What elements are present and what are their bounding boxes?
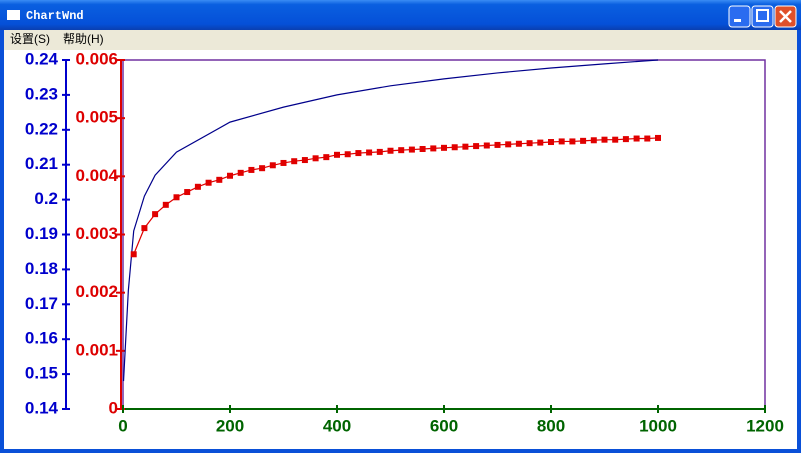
data-point bbox=[558, 138, 565, 145]
data-point bbox=[462, 143, 469, 150]
data-point bbox=[237, 169, 244, 176]
x-tick-label: 1000 bbox=[639, 416, 677, 435]
data-point bbox=[473, 143, 480, 150]
data-point bbox=[601, 136, 608, 143]
data-point bbox=[515, 140, 522, 147]
data-point bbox=[505, 141, 512, 148]
y-tick-label: 0.14 bbox=[25, 398, 59, 417]
data-point bbox=[280, 159, 287, 166]
data-point bbox=[526, 140, 533, 147]
data-point bbox=[312, 155, 319, 162]
data-point bbox=[590, 137, 597, 144]
y-tick-label: 0.21 bbox=[25, 154, 58, 173]
menu-item[interactable]: 设置(S) bbox=[10, 32, 50, 46]
data-point bbox=[398, 147, 405, 154]
y-tick-label: 0.16 bbox=[25, 329, 58, 348]
x-tick-label: 600 bbox=[430, 416, 458, 435]
data-point bbox=[376, 148, 383, 155]
data-point bbox=[162, 201, 169, 208]
y-tick-label: 0.24 bbox=[25, 49, 59, 68]
data-point bbox=[612, 136, 619, 143]
data-point bbox=[141, 225, 148, 232]
data-point bbox=[227, 172, 233, 179]
data-point bbox=[269, 162, 276, 169]
data-point bbox=[569, 138, 576, 145]
close-button[interactable] bbox=[774, 5, 797, 28]
data-point bbox=[173, 194, 180, 201]
app-icon bbox=[7, 10, 20, 20]
data-point bbox=[419, 145, 426, 152]
menu-item[interactable]: 帮助(H) bbox=[63, 32, 104, 46]
data-point bbox=[430, 145, 437, 152]
data-point bbox=[334, 151, 340, 158]
y2-tick-label: 0.005 bbox=[75, 108, 118, 127]
data-point bbox=[408, 146, 415, 153]
data-point bbox=[622, 136, 629, 143]
y2-tick-label: 0.004 bbox=[75, 166, 118, 185]
data-point bbox=[387, 147, 394, 154]
data-point bbox=[644, 135, 651, 142]
data-point bbox=[366, 149, 373, 156]
data-point bbox=[494, 141, 501, 148]
data-point bbox=[323, 154, 330, 161]
data-point bbox=[130, 251, 137, 258]
data-point bbox=[441, 144, 447, 151]
data-point bbox=[633, 135, 640, 142]
series-line bbox=[122, 59, 659, 382]
data-point bbox=[451, 144, 458, 151]
data-point bbox=[152, 211, 159, 218]
menu-bar bbox=[4, 30, 797, 50]
data-point bbox=[184, 189, 191, 196]
y2-tick-label: 0.003 bbox=[75, 224, 118, 243]
data-point bbox=[301, 157, 308, 164]
data-point bbox=[344, 151, 351, 158]
maximize-button[interactable] bbox=[751, 5, 774, 28]
x-tick-label: 200 bbox=[216, 416, 244, 435]
x-tick-label: 400 bbox=[323, 416, 351, 435]
y-tick-label: 0.19 bbox=[25, 224, 58, 243]
y2-tick-label: 0.002 bbox=[75, 282, 118, 301]
data-point bbox=[537, 139, 544, 146]
data-point bbox=[248, 166, 255, 173]
y-tick-label: 0.18 bbox=[25, 259, 58, 278]
data-point bbox=[655, 134, 661, 141]
title-bar bbox=[0, 0, 801, 30]
y-tick-label: 0.23 bbox=[25, 84, 58, 103]
minimize-button[interactable] bbox=[728, 5, 751, 28]
data-point bbox=[205, 179, 212, 186]
data-point bbox=[216, 176, 223, 183]
data-point bbox=[548, 139, 554, 146]
y-tick-label: 0.22 bbox=[25, 119, 58, 138]
data-point bbox=[580, 137, 587, 144]
data-point bbox=[483, 142, 490, 149]
data-point bbox=[259, 165, 266, 172]
data-point bbox=[194, 183, 201, 190]
y-tick-label: 0.2 bbox=[34, 189, 58, 208]
x-tick-label: 1200 bbox=[746, 416, 784, 435]
y-tick-label: 0.17 bbox=[25, 294, 58, 313]
window-title: ChartWnd bbox=[26, 9, 84, 23]
y2-tick-label: 0.001 bbox=[75, 340, 118, 359]
y2-tick-label: 0 bbox=[109, 398, 118, 417]
x-tick-label: 800 bbox=[537, 416, 565, 435]
data-point bbox=[291, 158, 298, 165]
data-point bbox=[355, 150, 362, 157]
y-tick-label: 0.15 bbox=[25, 364, 58, 383]
x-tick-label: 0 bbox=[118, 416, 127, 435]
y2-tick-label: 0.006 bbox=[75, 49, 118, 68]
